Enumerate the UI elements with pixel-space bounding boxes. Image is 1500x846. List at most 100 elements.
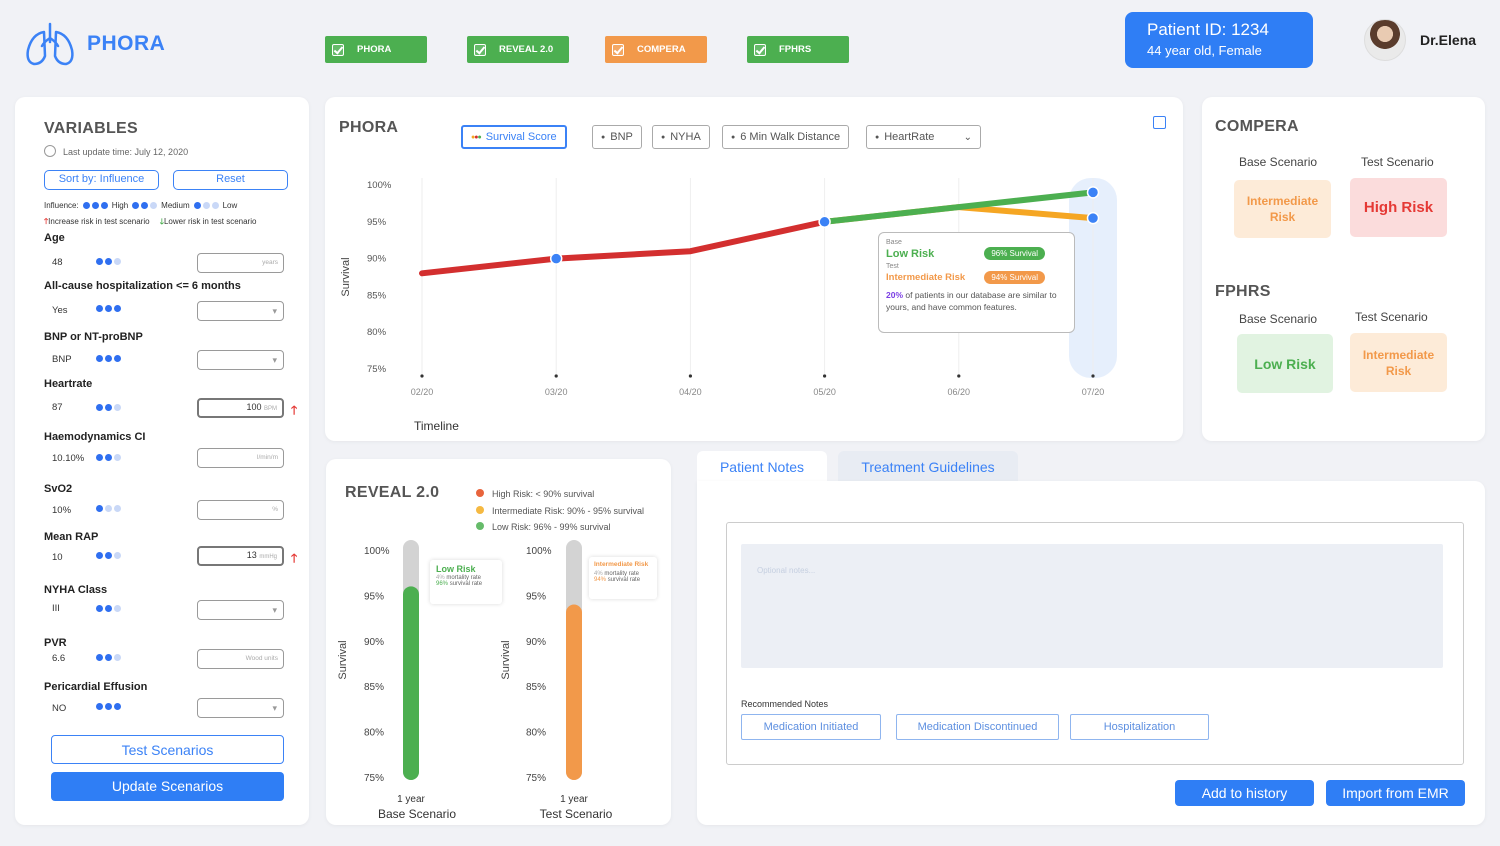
var-input-age[interactable]: years [197,253,284,273]
var-label-hospitalization: All-cause hospitalization <= 6 months [44,280,241,292]
app-title: PHORA [87,32,166,55]
y-tick-label: 90% [526,637,546,648]
var-select-nyha[interactable] [197,600,284,620]
x-tick-label: 04/20 [679,387,702,397]
influence-dots [96,605,121,612]
low-dots [193,202,219,209]
x-tick-label: 07/20 [1082,387,1105,397]
y-tick-label: 95% [367,217,387,228]
var-input-rap[interactable]: 13 mmHg [197,546,284,566]
pill-nyha[interactable]: ● NYHA [652,125,710,149]
var-select-hospitalization[interactable] [197,301,284,321]
x-tick-mark [823,374,827,378]
import-from-emr-button[interactable]: Import from EMR [1326,780,1465,806]
influence-dots [96,654,121,661]
influence-dots [96,305,121,312]
reveal-card [326,459,671,825]
tooltip-note: 20% of patients in our database are simi… [886,289,1067,313]
legend-dot-low [476,522,484,530]
reveal-bar-chart: 100% 95% 90% 85% 80% 75% Survival 1 year Base Sc… [337,540,613,821]
user-name[interactable]: Dr.Elena [1420,32,1477,48]
x-tick-mark [957,374,961,378]
var-label-age: Age [44,232,65,244]
influence-dots [96,355,121,362]
fphrs-base-risk: Low Risk [1237,334,1333,393]
y-tick-label: 90% [364,637,384,648]
influence-dots [96,552,121,559]
base-survival-value: 96% [436,581,449,587]
bar-fill [403,586,419,780]
test-mortality-value: 4% [594,571,603,577]
base-bar-risk: Low Risk [436,564,476,574]
model-label: PHORA [357,44,392,55]
var-value-svo2: 10% [52,505,72,516]
var-input-pvr[interactable]: Wood units [197,649,284,669]
medium-dots [132,202,158,209]
checkbox-icon [332,43,344,56]
pill-label: 6 Min Walk Distance [740,131,841,143]
checkbox-icon [612,43,624,56]
x-tick-label: 1 year [560,794,588,805]
model-label: REVEAL 2.0 [499,44,554,55]
data-point [1086,211,1100,225]
x-tick-mark [1091,374,1095,378]
arrow-up-icon: 🡑 [291,551,298,565]
add-to-history-button[interactable]: Add to history [1175,780,1314,806]
legend-intermediate: Intermediate Risk: 90% - 95% survival [492,505,645,516]
var-input-heartrate[interactable]: 100 BPM [197,398,284,418]
chip-medication-discontinued[interactable]: Medication Discontinued [896,714,1059,740]
test-value: 100 [246,402,262,412]
notes-textarea[interactable]: Optional notes... [741,544,1443,668]
tooltip-base-badge: 96% Survival [984,247,1045,260]
pill-bnp[interactable]: ● BNP [592,125,642,149]
influence-label: Influence: [44,201,79,210]
legend-dot-high [476,489,484,497]
patient-card[interactable]: Patient ID: 1234 44 year old, Female [1125,12,1313,68]
y-axis-label: Survival [340,257,352,296]
bar-fill [566,604,582,780]
reset-button[interactable]: Reset [173,170,288,190]
pill-label: Survival Score [485,131,557,143]
var-value-age: 48 [52,257,63,268]
var-select-bnp[interactable] [197,350,284,370]
pill-survival-score[interactable]: ●●● Survival Score [461,125,567,149]
y-tick-label: 80% [526,728,546,739]
compera-base-risk: Intermediate Risk [1234,180,1331,238]
influence-legend: Influence: High Medium Low [44,201,237,210]
var-value-hospitalization: Yes [52,305,68,316]
var-input-ci[interactable]: l/min/m [197,448,284,468]
recommended-label: Recommended Notes [741,699,829,709]
influence-dots [96,703,121,710]
model-toggle-fphrs[interactable]: FPHRS [747,36,849,63]
model-toggle-compera[interactable]: COMPERA [605,36,707,63]
model-label: FPHRS [779,44,812,55]
var-select-effusion[interactable] [197,698,284,718]
y-tick-label: 75% [526,773,546,784]
model-toggle-phora[interactable]: PHORA [325,36,427,63]
tooltip-test-badge: 94% Survival [984,271,1045,284]
var-value-pvr: 6.6 [52,653,66,664]
pill-6mwd[interactable]: ● 6 Min Walk Distance [722,125,850,149]
chip-hospitalization[interactable]: Hospitalization [1070,714,1209,740]
var-input-svo2[interactable]: % [197,500,284,520]
tab-treatment-guidelines[interactable]: Treatment Guidelines [838,451,1018,483]
reveal-legend: High Risk: < 90% survival Intermediate R… [476,486,644,536]
update-scenarios-button[interactable]: Update Scenarios [51,772,284,801]
data-point [549,252,563,265]
pill-heartrate-dropdown[interactable]: ● HeartRate ⌄ [866,125,981,149]
test-scenarios-button[interactable]: Test Scenarios [51,735,284,764]
test-survival-value: 94% [594,577,607,583]
external-link-icon[interactable] [1153,116,1166,129]
chip-medication-initiated[interactable]: Medication Initiated [741,714,881,740]
model-toggle-reveal[interactable]: REVEAL 2.0 [467,36,569,63]
avatar[interactable] [1364,19,1406,61]
tab-patient-notes[interactable]: Patient Notes [697,451,827,483]
y-tick-label: 100% [364,546,390,557]
x-tick-mark [688,374,692,378]
pill-label: NYHA [670,131,701,143]
x-axis-label: Timeline [414,419,459,433]
sort-button[interactable]: Sort by: Influence [44,170,159,190]
var-label-rap: Mean RAP [44,531,99,543]
var-value-ci: 10.10% [52,453,85,464]
checkbox-icon [474,43,486,56]
